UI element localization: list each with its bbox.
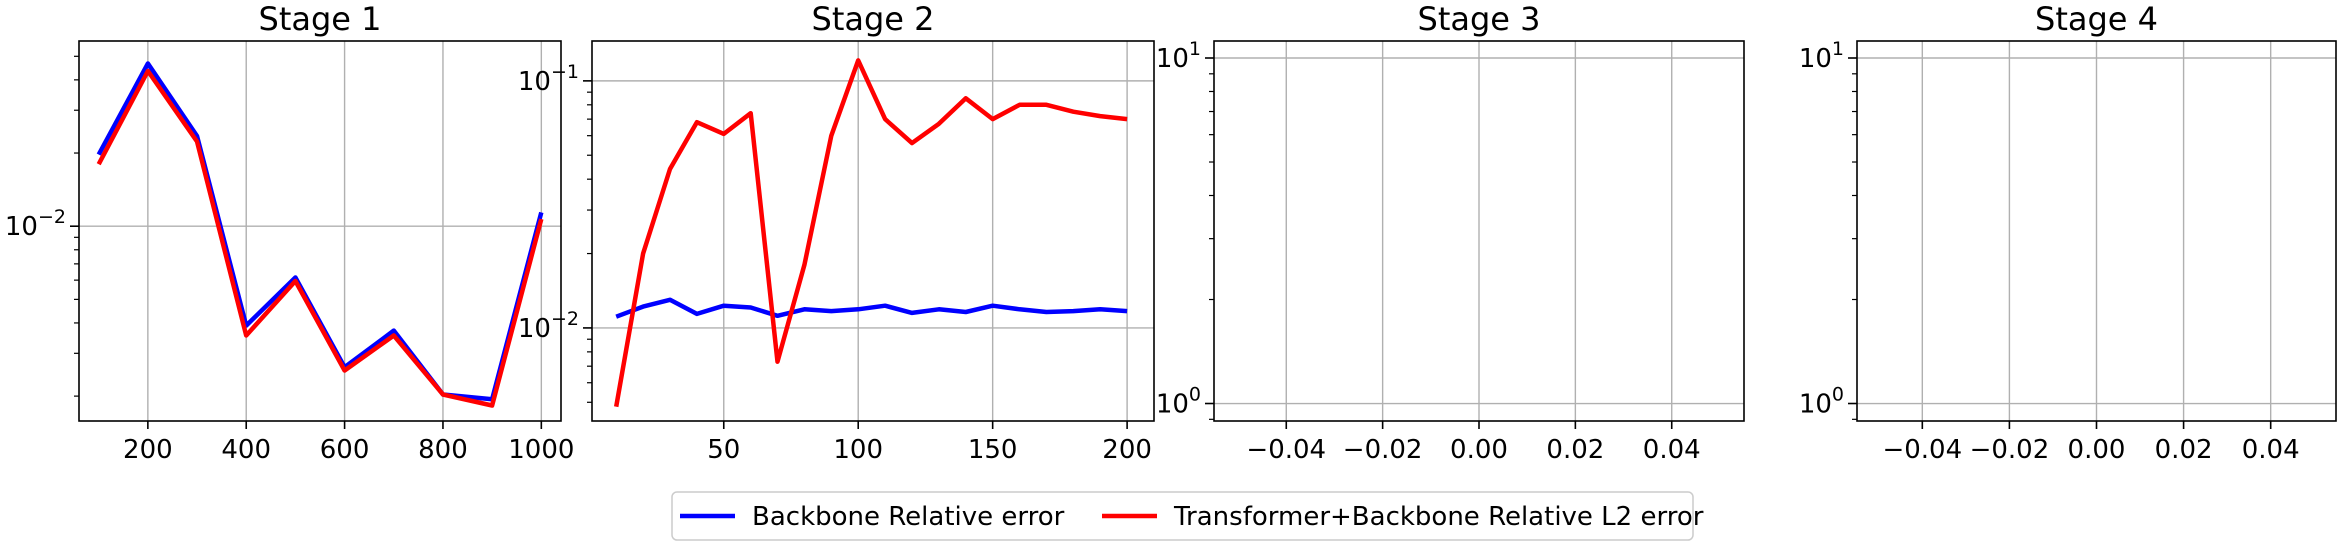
y-tick-label: 101 — [1799, 38, 1844, 74]
y-tick-base: 10 — [1799, 44, 1832, 74]
axes-frame — [78, 40, 562, 422]
y-tick-base: 10 — [518, 314, 551, 344]
x-tick-label: −0.04 — [1882, 435, 1962, 465]
x-tick-label: 0.02 — [1546, 435, 1604, 465]
x-tick-label: 200 — [1102, 435, 1152, 465]
y-tick-base: 10 — [5, 212, 38, 242]
series-line-transformer — [613, 58, 1128, 408]
legend-label-backbone: Backbone Relative error — [752, 502, 1065, 532]
x-tick-label: −0.02 — [1343, 435, 1423, 465]
y-tick-exponent: −2 — [38, 206, 66, 228]
y-tick-exponent: −2 — [551, 308, 579, 330]
y-tick-exponent: 0 — [1832, 384, 1844, 406]
series-line-transformer — [96, 68, 544, 408]
y-tick-exponent: −1 — [551, 61, 579, 83]
x-tick-label: −0.02 — [1970, 435, 2050, 465]
series-line-backbone — [615, 297, 1128, 319]
y-tick-label: 101 — [1156, 38, 1201, 74]
y-tick-base: 10 — [518, 67, 551, 97]
series-line-backbone — [96, 61, 544, 402]
x-tick-label: 0.04 — [1643, 435, 1701, 465]
panel-title: Stage 4 — [2035, 0, 2158, 38]
x-tick-label: 0.00 — [1450, 435, 1508, 465]
y-tick-base: 10 — [1156, 44, 1189, 74]
panel-title: Stage 1 — [259, 0, 382, 38]
x-tick-label: 800 — [418, 435, 468, 465]
y-tick-label: 10−2 — [5, 206, 66, 242]
legend-frame — [671, 491, 1694, 541]
y-tick-label: 100 — [1156, 384, 1201, 420]
y-tick-exponent: 0 — [1189, 384, 1201, 406]
x-tick-label: 150 — [968, 435, 1018, 465]
y-tick-exponent: 1 — [1832, 38, 1844, 60]
x-tick-label: 600 — [320, 435, 370, 465]
axes-frame — [591, 40, 1155, 422]
y-tick-exponent: 1 — [1189, 38, 1201, 60]
y-tick-label: 10−1 — [518, 61, 579, 97]
x-tick-label: 0.00 — [2068, 435, 2126, 465]
panel-title: Stage 3 — [1418, 0, 1541, 38]
x-tick-label: 0.02 — [2155, 435, 2213, 465]
y-tick-base: 10 — [1799, 390, 1832, 420]
x-tick-label: 1000 — [508, 435, 574, 465]
panel-title: Stage 2 — [812, 0, 935, 38]
x-tick-label: 50 — [707, 435, 740, 465]
x-tick-label: 100 — [833, 435, 883, 465]
y-tick-label: 100 — [1799, 384, 1844, 420]
x-tick-label: 0.04 — [2242, 435, 2300, 465]
x-tick-label: −0.04 — [1246, 435, 1326, 465]
x-tick-label: 200 — [123, 435, 173, 465]
legend-label-transformer: Transformer+Backbone Relative L2 error — [1173, 502, 1704, 532]
y-tick-base: 10 — [1156, 390, 1189, 420]
legend: Backbone Relative error Transformer+Backb… — [671, 491, 1704, 541]
x-tick-label: 400 — [221, 435, 271, 465]
y-tick-label: 10−2 — [518, 308, 579, 344]
